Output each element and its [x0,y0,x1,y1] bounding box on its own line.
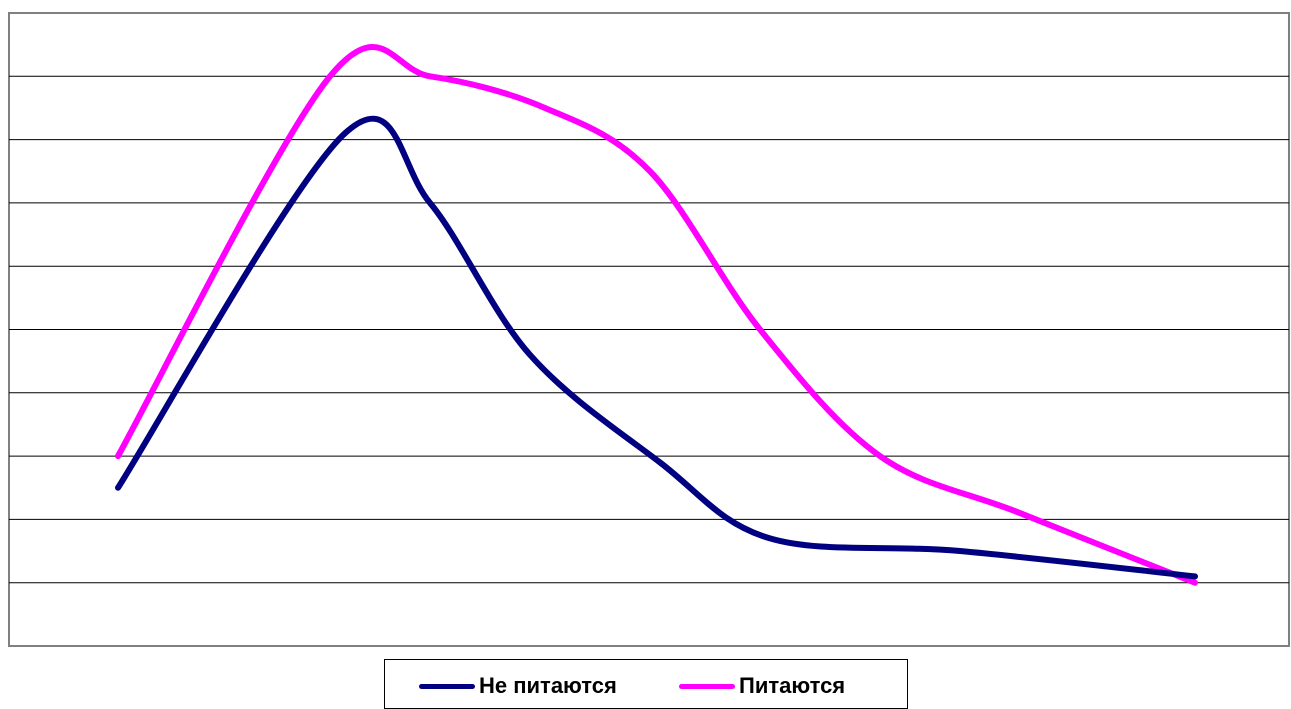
legend-swatch-series-1 [419,683,475,689]
gridlines [9,75,1289,584]
legend-swatch-series-2 [679,683,735,689]
legend-item-series-1: Не питаются [419,673,617,698]
legend: Не питаются Питаются [384,659,908,709]
series-layer [115,43,1198,586]
series-line-1 [115,115,1198,580]
legend-label-series-2: Питаются [739,673,846,698]
legend-item-series-2: Питаются [679,673,846,698]
legend-label-series-1: Не питаются [479,673,617,698]
series-line-2 [115,43,1198,586]
